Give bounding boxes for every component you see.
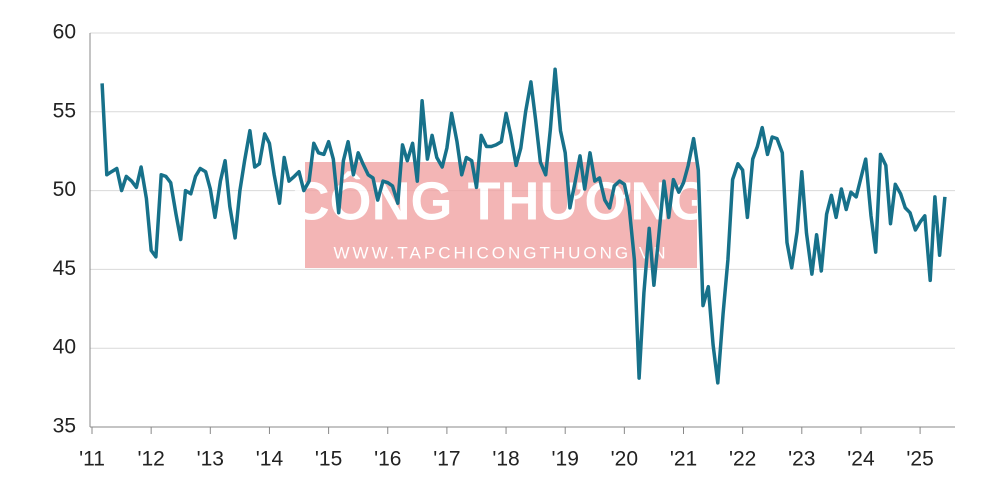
x-tick-label: '19 [552, 448, 579, 471]
y-tick-label: 50 [53, 178, 76, 201]
watermark-url: WWW.TAPCHICONGTHUONG.VN [334, 243, 669, 262]
x-tick-label: '13 [197, 448, 224, 471]
x-tick-label: '14 [256, 448, 284, 471]
y-tick-label: 45 [53, 257, 76, 280]
x-tick-label: '22 [729, 448, 756, 471]
y-tick-label: 55 [53, 99, 76, 122]
watermark-title: CÔNG THƯƠNG [291, 170, 712, 231]
x-tick-label: '21 [670, 448, 697, 471]
x-tick-label: '24 [847, 448, 875, 471]
x-tick-label: '16 [374, 448, 401, 471]
x-tick-label: '11 [79, 448, 105, 471]
x-tick-label: '23 [788, 448, 815, 471]
x-tick-label: '20 [611, 448, 638, 471]
x-tick-label: '18 [492, 448, 519, 471]
x-tick-label: '17 [433, 448, 460, 471]
y-tick-label: 40 [53, 336, 76, 359]
x-tick-label: '25 [906, 448, 933, 471]
series-line [100, 67, 947, 385]
x-tick-label: '12 [137, 448, 164, 471]
y-tick-label: 35 [53, 415, 76, 438]
x-tick-label: '15 [315, 448, 342, 471]
y-tick-label: 60 [53, 21, 76, 44]
